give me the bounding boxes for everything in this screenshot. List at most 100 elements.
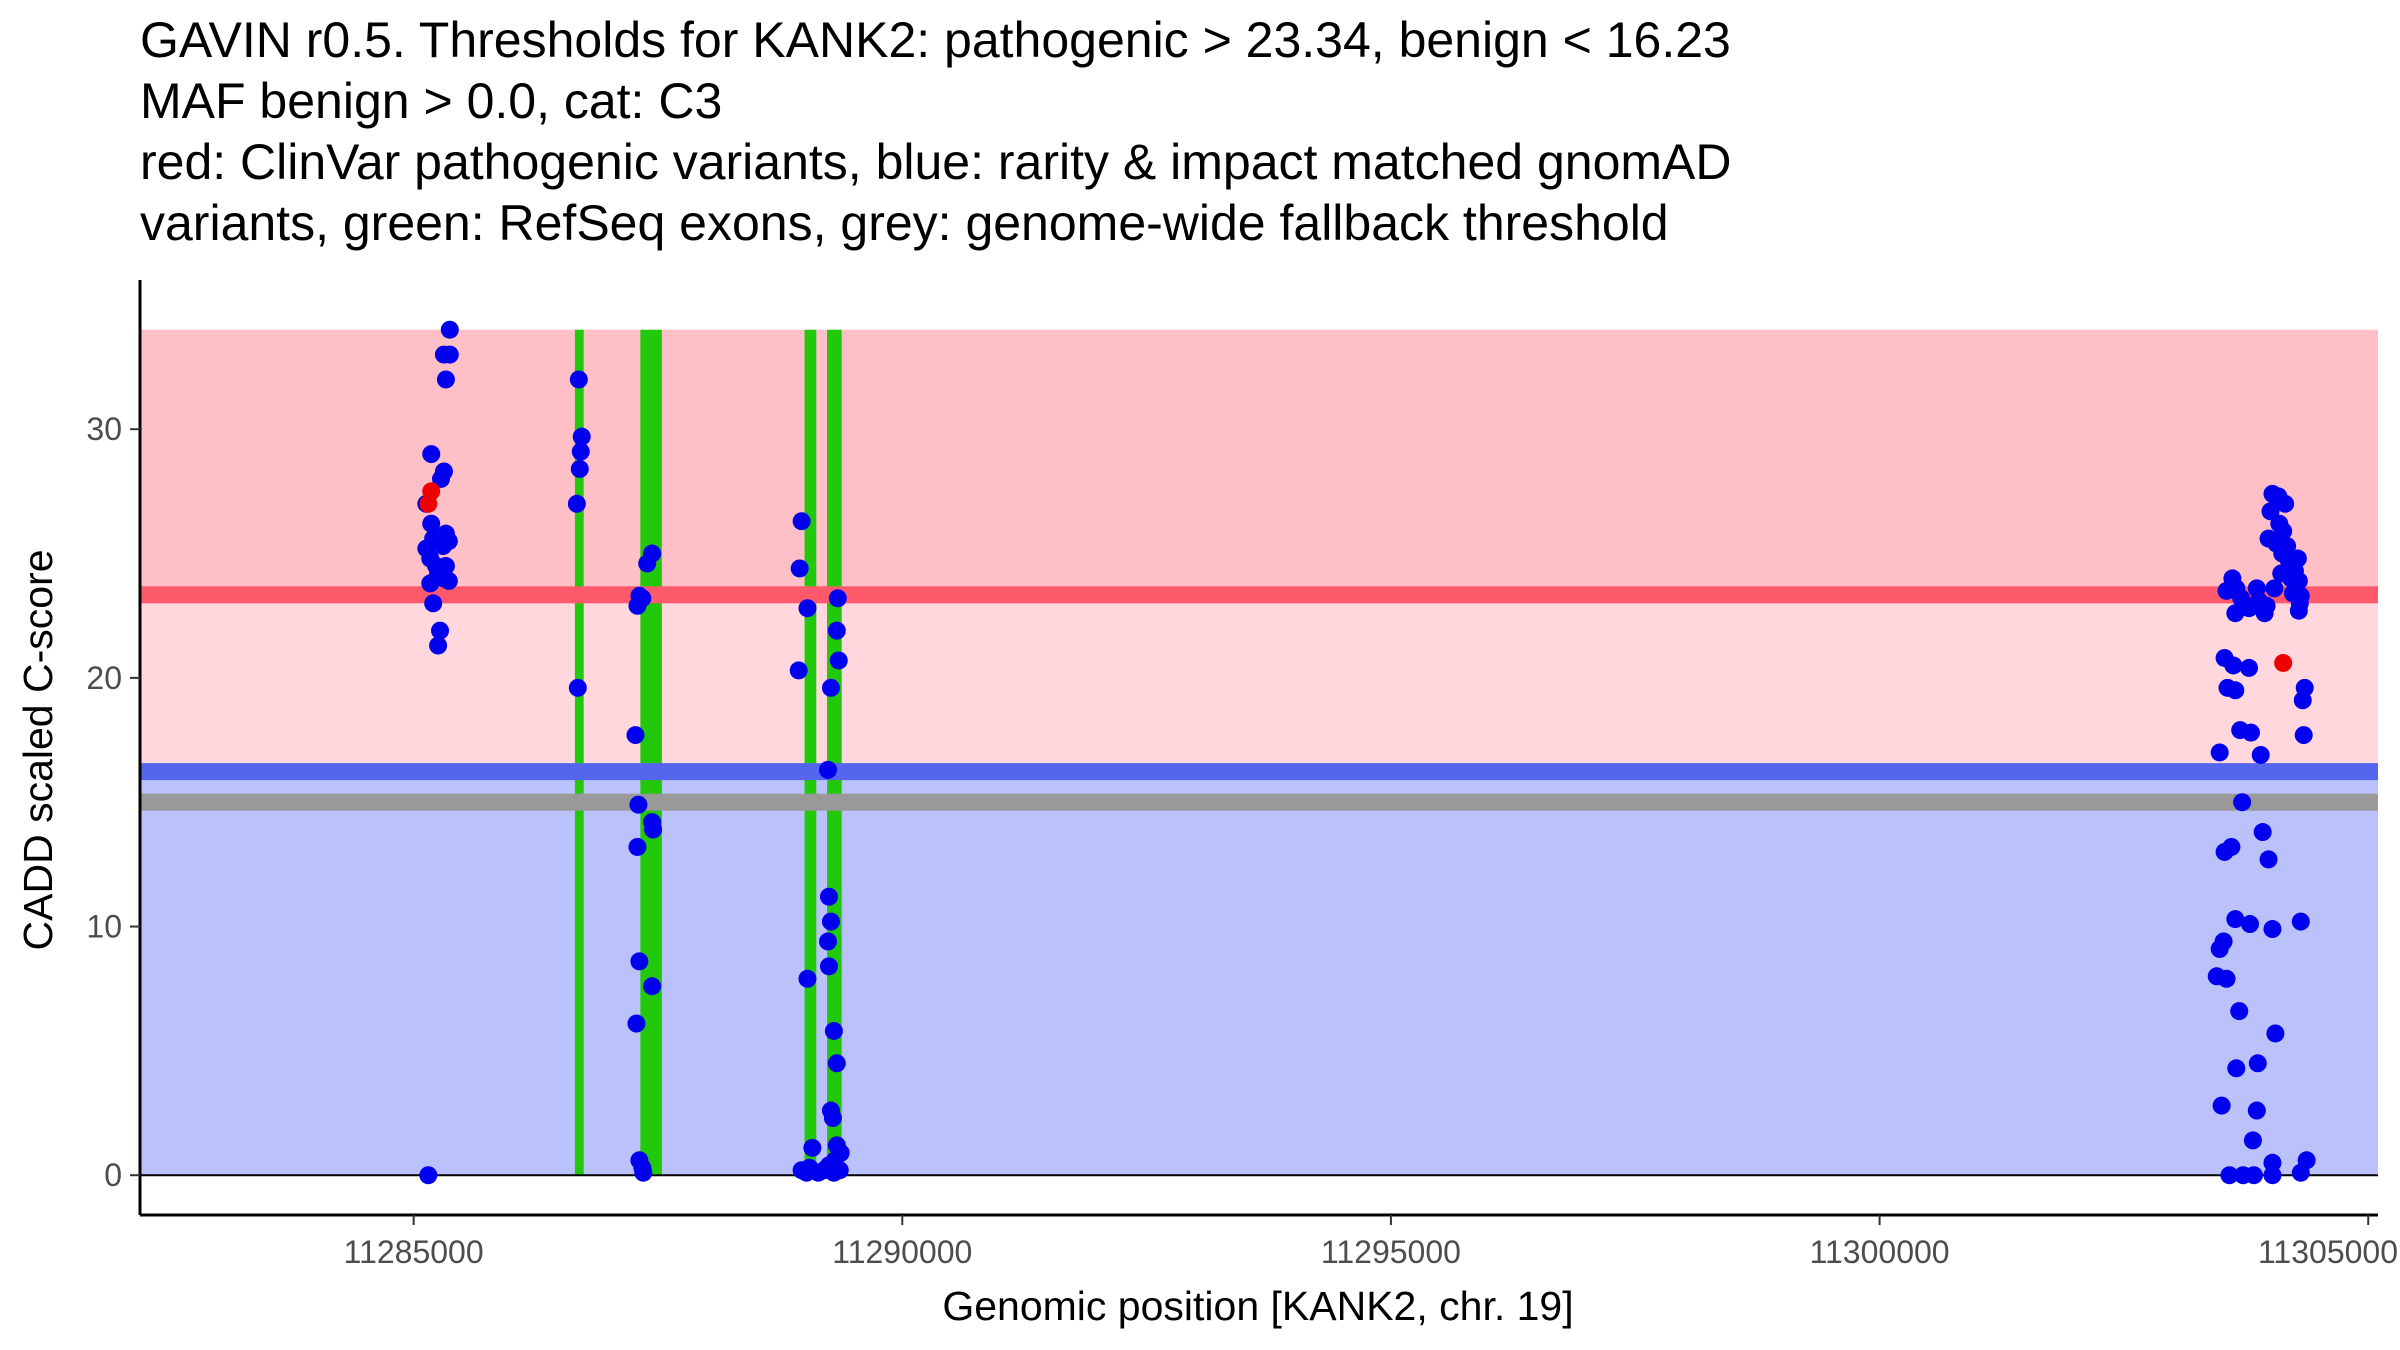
gnomad-point — [824, 1021, 843, 1040]
gnomad-point — [789, 661, 808, 680]
pathogenic-region — [140, 329, 2378, 595]
gnomad-point — [2247, 1101, 2266, 1120]
gnomad-point — [2226, 910, 2245, 929]
gnomad-point — [2226, 681, 2245, 700]
axes: 0 10 20 30 11285000 11290000 11295000 11300000 1… — [86, 280, 2398, 1270]
gnomad-point — [2263, 1166, 2282, 1185]
gnomad-point — [628, 596, 647, 615]
gnomad-point — [2244, 1166, 2263, 1185]
title-line-3: red: ClinVar pathogenic variants, blue: … — [140, 134, 1732, 190]
gnomad-point — [2230, 1002, 2249, 1021]
gnomad-point — [421, 574, 440, 593]
gnomad-point — [2210, 939, 2229, 958]
gnomad-point — [819, 957, 838, 976]
title-line-2: MAF benign > 0.0, cat: C3 — [140, 73, 723, 129]
chart-title: GAVIN r0.5. Thresholds for KANK2: pathog… — [140, 10, 1731, 254]
gnomad-point — [627, 1014, 646, 1033]
gnomad-point — [821, 912, 840, 931]
fallback-threshold-line — [140, 793, 2378, 811]
gnomad-point — [628, 837, 647, 856]
y-tick-label: 10 — [86, 909, 122, 945]
gnomad-point — [827, 621, 846, 640]
gnomad-point — [424, 594, 443, 613]
benign-region — [140, 771, 2378, 1176]
gnomad-point — [2220, 1166, 2239, 1185]
gnomad-point — [2239, 599, 2258, 618]
gnomad-point — [2212, 1096, 2231, 1115]
x-tick-label: 11305000 — [2258, 1234, 2398, 1270]
gnomad-point — [2233, 793, 2252, 812]
gnomad-point — [2297, 1151, 2316, 1170]
gnomad-point — [644, 820, 663, 839]
gnomad-point — [2289, 601, 2308, 620]
gnomad-point — [2293, 691, 2312, 710]
title-line-1: GAVIN r0.5. Thresholds for KANK2: pathog… — [140, 12, 1731, 68]
gnomad-point — [819, 932, 838, 951]
gnomad-point — [2263, 1153, 2282, 1172]
gnomad-point — [433, 537, 452, 556]
gnomad-point — [570, 459, 589, 478]
gnomad-point — [2210, 743, 2229, 762]
threshold-lines — [140, 586, 2378, 811]
benign-threshold-line — [140, 763, 2378, 781]
gnomad-point — [422, 445, 441, 464]
gnomad-point — [568, 678, 587, 697]
gnomad-point — [638, 554, 657, 573]
x-axis-label: Genomic position [KANK2, chr. 19] — [942, 1283, 1573, 1329]
title-line-4: variants, green: RefSeq exons, grey: gen… — [140, 195, 1669, 251]
exon-bar — [574, 329, 584, 1176]
y-tick-label: 0 — [104, 1157, 122, 1193]
gnomad-point — [829, 651, 848, 670]
y-axis-label: CADD scaled C-score — [15, 550, 61, 951]
gnomad-point — [2248, 1054, 2267, 1073]
gnomad-point — [567, 494, 586, 513]
exon-bar — [640, 329, 662, 1176]
gnomad-point — [2276, 494, 2295, 513]
gnomad-point — [2215, 842, 2234, 861]
gnomad-point — [2294, 726, 2313, 745]
gnomad-point — [823, 1109, 842, 1128]
intermediate-region — [140, 594, 2378, 772]
exon-bar — [804, 329, 817, 1176]
gnomad-point — [572, 427, 591, 446]
x-tick-label: 11300000 — [1810, 1234, 1950, 1270]
gnomad-point — [2239, 658, 2258, 677]
gnomad-point — [2240, 915, 2259, 934]
gnomad-point — [419, 1166, 438, 1185]
gnomad-point — [440, 320, 459, 339]
gnomad-point — [2226, 604, 2245, 623]
gnomad-point — [643, 977, 662, 996]
x-tick-label: 11290000 — [832, 1234, 972, 1270]
clinvar-point — [419, 494, 438, 513]
x-tick-label: 11295000 — [1321, 1234, 1461, 1270]
gnomad-point — [821, 678, 840, 697]
threshold-regions — [140, 329, 2378, 1176]
gnomad-point — [2291, 912, 2310, 931]
gnomad-point — [2241, 723, 2260, 742]
gnomad-point — [827, 1054, 846, 1073]
y-tick-label: 20 — [86, 660, 122, 696]
gnomad-point — [431, 621, 450, 640]
gnomad-point — [2255, 604, 2274, 623]
clinvar-point — [2274, 653, 2293, 672]
x-tick-label: 11285000 — [344, 1234, 484, 1270]
gnomad-point — [2217, 969, 2236, 988]
gnomad-point — [798, 969, 817, 988]
gnomad-point — [439, 571, 458, 590]
gnomad-point — [2227, 1059, 2246, 1078]
gnomad-point — [819, 760, 838, 779]
gnomad-point — [634, 1163, 653, 1182]
gnomad-point — [436, 370, 455, 389]
gnomad-point — [629, 795, 648, 814]
gnomad-point — [422, 514, 441, 533]
gnomad-point — [440, 345, 459, 364]
gnomad-point — [2261, 502, 2280, 521]
gnomad-point — [2263, 920, 2282, 939]
gnomad-point — [803, 1138, 822, 1157]
gnomad-point — [569, 370, 588, 389]
gnomad-point — [2243, 1131, 2262, 1150]
gnomad-point — [630, 952, 649, 971]
gnomad-point — [2224, 656, 2243, 675]
variant-points — [417, 320, 2316, 1185]
